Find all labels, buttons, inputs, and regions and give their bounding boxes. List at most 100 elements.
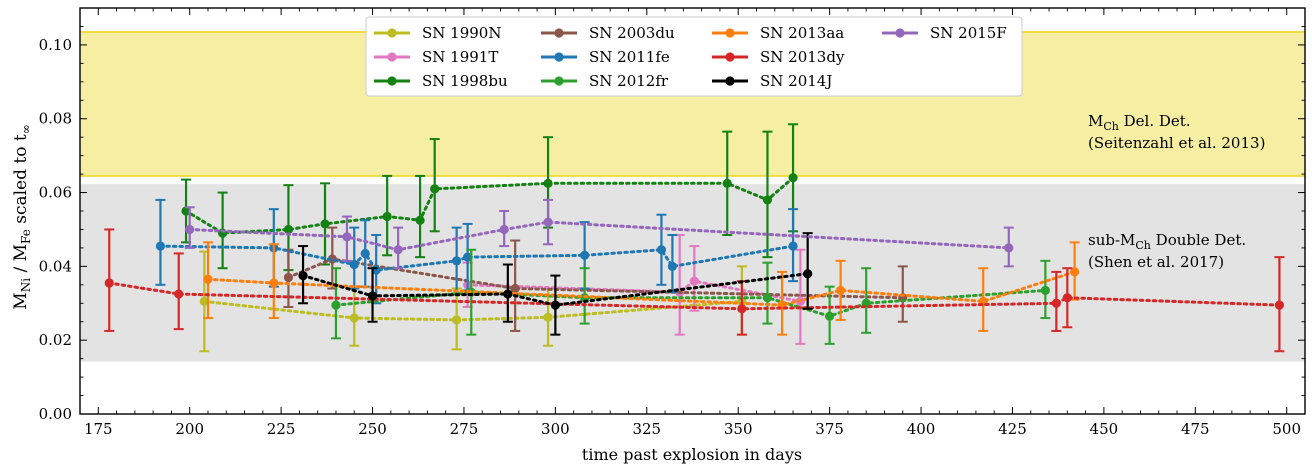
y-tick-label: 0.00 xyxy=(39,405,72,423)
x-tick-label: 350 xyxy=(724,420,753,438)
legend-label: SN 1998bu xyxy=(422,72,508,90)
data-point xyxy=(835,285,846,295)
y-tick-label: 0.06 xyxy=(39,184,72,202)
data-point xyxy=(788,173,798,183)
data-point xyxy=(155,241,166,251)
data-point xyxy=(360,248,370,259)
data-point xyxy=(510,283,520,294)
data-point xyxy=(762,195,773,205)
legend-swatch-marker xyxy=(387,52,397,62)
series-line-sn-2013dy xyxy=(107,281,1281,311)
band-label-submch: sub-MCh Double Det. xyxy=(1088,231,1246,252)
data-point xyxy=(463,252,473,262)
data-point xyxy=(104,278,114,288)
legend-item-sn-2015f: SN 2015F xyxy=(882,24,1007,42)
data-point xyxy=(430,184,440,194)
data-point xyxy=(803,269,813,279)
legend-label: SN 2012fr xyxy=(589,72,669,90)
x-tick-label: 500 xyxy=(1272,420,1301,438)
data-point xyxy=(543,217,553,227)
legend-label: SN 2011fe xyxy=(589,48,670,66)
data-point xyxy=(1040,285,1050,295)
data-point xyxy=(1274,300,1285,310)
legend-item-sn-2011fe: SN 2011fe xyxy=(541,48,670,66)
x-tick-label: 225 xyxy=(267,420,296,438)
legend-swatch-marker xyxy=(554,76,564,86)
data-point xyxy=(452,315,462,325)
data-point xyxy=(320,219,330,229)
x-tick-label: 325 xyxy=(632,420,661,438)
y-tick-label: 0.02 xyxy=(39,331,72,349)
series-sn-1990n xyxy=(199,250,747,353)
x-tick-label: 475 xyxy=(1181,420,1210,438)
data-point xyxy=(331,300,341,310)
legend-swatch-marker xyxy=(725,28,735,38)
data-point xyxy=(656,245,667,255)
series-line-sn-2003du xyxy=(286,257,905,300)
data-point xyxy=(342,232,352,242)
band-submch xyxy=(80,185,1305,361)
legend-item-sn-2014j: SN 2014J xyxy=(712,72,832,90)
x-tick-label: 400 xyxy=(907,420,936,438)
axes: 175 200 225 250 275 300 325 350 375 400 425 450 475 5… xyxy=(39,7,1306,438)
series-sn-2003du xyxy=(283,226,908,332)
legend-item-sn-2012fr: SN 2012fr xyxy=(541,72,669,90)
data-point xyxy=(415,215,425,225)
legend-item-sn-2003du: SN 2003du xyxy=(541,24,675,42)
data-point xyxy=(543,178,553,188)
band-labels: MCh Del. Det.(Seitenzahl et al. 2013) sub… xyxy=(1088,112,1265,271)
y-tick-label: 0.10 xyxy=(39,36,72,54)
series-sn-2015f xyxy=(184,198,1014,270)
data-point xyxy=(174,289,184,299)
legend-box xyxy=(365,16,1023,97)
data-point xyxy=(269,278,279,288)
legend-item-sn-1991t: SN 1991T xyxy=(374,48,498,66)
legend-swatch-marker xyxy=(554,28,564,38)
y-tick-label: 0.04 xyxy=(39,257,72,275)
legend-swatch-marker xyxy=(725,52,735,62)
legend-label: SN 2014J xyxy=(760,72,832,90)
series-sn-2013dy xyxy=(104,228,1285,353)
series-line-sn-1991t xyxy=(466,279,802,303)
data-point xyxy=(762,293,773,303)
x-tick-label: 175 xyxy=(84,420,113,438)
x-tick-label: 200 xyxy=(175,420,204,438)
data-point xyxy=(298,270,308,281)
data-point xyxy=(452,256,462,266)
x-tick-label: 250 xyxy=(358,420,387,438)
data-point xyxy=(543,312,553,322)
y-axis-label: MNi / MFe scaled to t∞ xyxy=(11,124,33,309)
data-point xyxy=(199,296,209,307)
x-axis-label: time past explosion in days xyxy=(582,445,802,464)
data-point xyxy=(689,276,699,286)
band-label-mch: MCh Del. Det. xyxy=(1088,112,1191,133)
data-point xyxy=(367,291,378,301)
x-tick-label: 450 xyxy=(1090,420,1119,438)
series-sn-2014j xyxy=(298,232,813,336)
data-point xyxy=(788,241,798,251)
data-point xyxy=(499,224,509,235)
data-point xyxy=(203,274,213,284)
data-point xyxy=(1070,267,1080,277)
data-point xyxy=(1062,293,1072,303)
legend-label: SN 2013dy xyxy=(760,48,845,66)
series-layer xyxy=(104,123,1285,353)
legend-item-sn-2013dy: SN 2013dy xyxy=(712,48,845,66)
data-point xyxy=(283,224,294,235)
data-point xyxy=(550,300,560,310)
legend-swatch-marker xyxy=(725,76,735,86)
x-tick-label: 375 xyxy=(815,420,844,438)
legend-label: SN 2015F xyxy=(930,24,1007,42)
data-point xyxy=(825,311,835,321)
series-line-sn-2015f xyxy=(188,220,1011,252)
legend-label: SN 1990N xyxy=(422,24,501,42)
data-point xyxy=(580,250,590,260)
legend-label: SN 2013aa xyxy=(760,24,844,42)
series-line-sn-2013aa xyxy=(206,270,1077,307)
band-reference-submch: (Shen et al. 2017) xyxy=(1088,253,1224,271)
data-point xyxy=(503,289,513,299)
data-point xyxy=(181,206,191,216)
data-point xyxy=(1004,243,1014,253)
legend: SN 1990N SN 1991T SN 1998bu SN 2003du SN 201… xyxy=(365,16,1023,97)
